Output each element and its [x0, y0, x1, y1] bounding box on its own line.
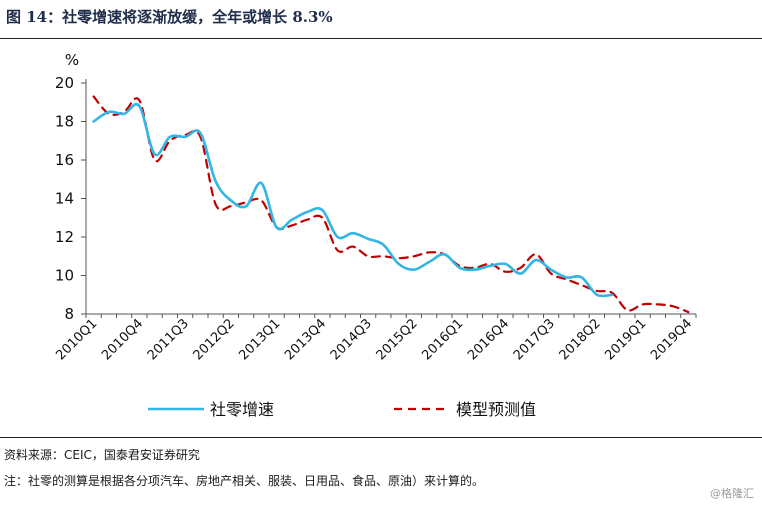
footer-divider	[0, 437, 762, 438]
x-tick-label: 2018Q2	[557, 316, 604, 363]
y-tick-label: 12	[55, 228, 74, 246]
y-tick-label: 8	[64, 305, 74, 323]
y-axis-ticks: 8 10 12 14 16 18 20%	[55, 51, 86, 323]
x-tick-label: 2019Q4	[648, 316, 695, 363]
legend-label: 模型预测值	[456, 400, 536, 419]
y-tick-label: 18	[55, 113, 74, 131]
x-axis-ticks: 2010Q12010Q42011Q32012Q22013Q12013Q42014…	[53, 314, 697, 363]
x-tick-label: 2010Q1	[53, 316, 100, 363]
x-tick-label: 2019Q1	[602, 316, 649, 363]
figure-title: 图 14：社零增速将逐渐放缓，全年或增长 8.3%	[6, 8, 333, 26]
footnote: 注：社零的测算是根据各分项汽车、房地产相关、服装、日用品、食品、原油）来计算的。	[4, 474, 485, 488]
x-tick-label: 2016Q4	[465, 316, 512, 363]
source-note: 资料来源：CEIC，国泰君安证券研究	[4, 448, 200, 462]
y-tick-label: 10	[55, 267, 74, 285]
legend-label: 社零增速	[210, 400, 274, 419]
series-line-forecast	[92, 95, 690, 314]
y-tick-label: 14	[55, 190, 74, 208]
y-tick-label: 20	[55, 74, 74, 92]
chart-series	[92, 95, 690, 314]
watermark: @格隆汇	[710, 487, 754, 500]
chart-legend: 社零增速 模型预测值	[148, 400, 536, 419]
x-tick-label: 2011Q3	[145, 316, 192, 363]
x-tick-label: 2010Q4	[99, 316, 146, 363]
y-axis-unit: %	[65, 51, 79, 69]
x-tick-label: 2015Q2	[374, 316, 421, 363]
x-tick-label: 2017Q3	[511, 316, 558, 363]
chart-axes	[85, 79, 696, 315]
x-tick-label: 2016Q1	[419, 316, 466, 363]
x-tick-label: 2013Q1	[236, 316, 283, 363]
x-tick-label: 2014Q3	[328, 316, 375, 363]
x-tick-label: 2012Q2	[191, 316, 238, 363]
y-tick-label: 16	[55, 151, 74, 169]
x-tick-label: 2013Q4	[282, 316, 329, 363]
series-line-actual	[92, 103, 614, 298]
title-divider	[0, 38, 762, 39]
